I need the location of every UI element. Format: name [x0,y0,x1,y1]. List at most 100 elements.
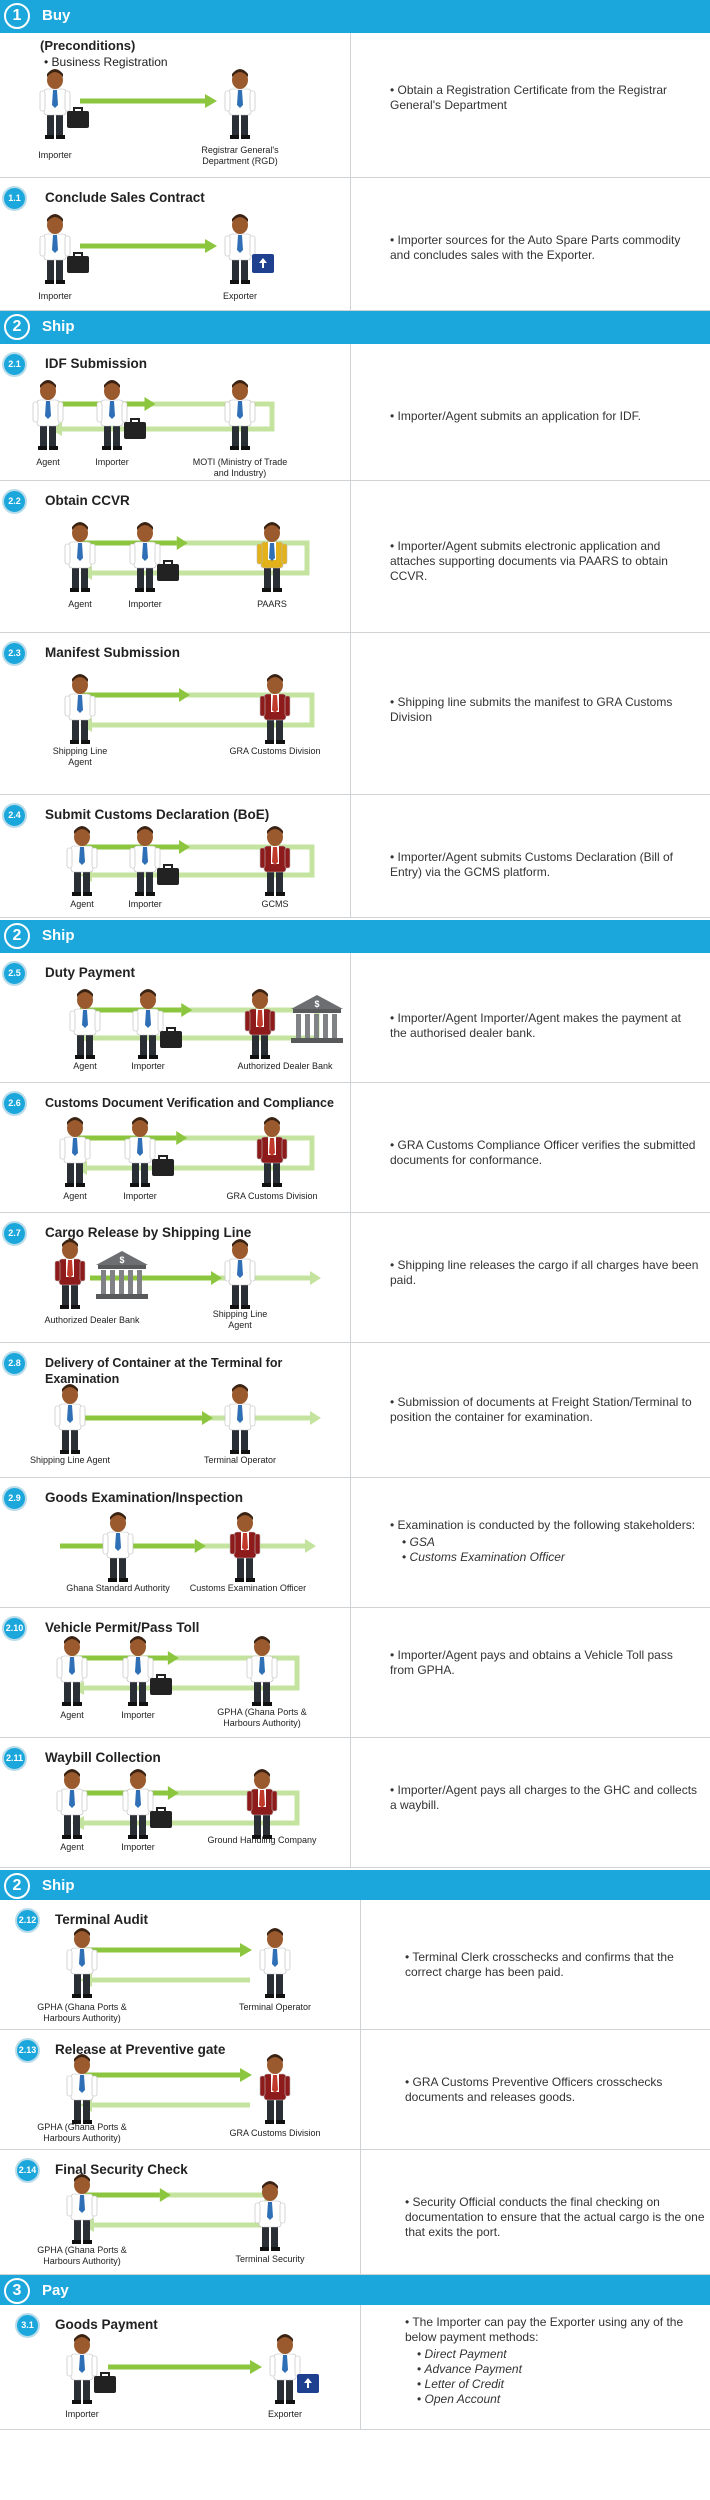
step-description: GRA Customs Preventive Officers crossche… [405,2075,700,2105]
step-illustration: Importer Exporter [38,214,274,301]
person-icon [66,1928,98,1998]
step-number: 2.9 [2,1486,27,1511]
step-illustration: Agent Importer GCMS [66,826,315,909]
flow-arrow [60,1539,316,1553]
actor-label-importer: Importer [121,1842,155,1852]
actor-label-importer: Importer [121,1710,155,1720]
actor-label-gpha-2: Harbours Authority) [43,2133,121,2143]
step-illustration: GPHA (Ghana Ports & Harbours Authority) … [37,2174,305,2266]
step-illustration: Importer Exporter [65,2334,319,2419]
step-description: Importer sources for the Auto Spare Part… [390,233,700,263]
step-number: 3.1 [15,2313,40,2338]
person-icon [124,1117,174,1187]
section-header-buy: 1 Buy [0,0,710,33]
actor-label-terminal-operator: Terminal Operator [239,2002,311,2012]
step-description: GRA Customs Compliance Officer verifies … [390,1138,700,1168]
step-number: 2.3 [2,641,27,666]
step-number: 2.1 [2,352,27,377]
person-icon [64,522,96,592]
step-number: 1.1 [2,186,27,211]
actor-label-shipping-line-1: Shipping Line [53,746,108,756]
step-number: 2.13 [15,2038,40,2063]
step-number: 2.7 [2,1221,27,1246]
step-illustration: $ Authorized Dealer Bank Shipping Line A… [44,1239,321,1330]
actor-label-importer: Importer [95,457,129,467]
step-number: 2.14 [15,2158,40,2183]
step-title: Obtain CCVR [45,493,130,508]
step-description: Importer/Agent submits electronic applic… [390,539,700,584]
step-illustration: Agent Importer GPHA (Ghana Ports & Harbo… [56,1636,307,1728]
flow-arrow [80,94,217,108]
person-icon [129,522,179,592]
actor-label-bank: Authorized Dealer Bank [237,1061,333,1071]
actor-label-gpha-1: GPHA (Ghana Ports & [37,2002,127,2012]
person-icon [66,2054,98,2124]
actor-label-bank: Authorized Dealer Bank [44,1315,140,1325]
person-icon [56,1636,88,1706]
person-icon [56,1769,88,1839]
person-icon [256,1117,288,1187]
step-illustration: Importer Registrar General's Department … [38,69,279,166]
step-description: Terminal Clerk crosschecks and confirms … [405,1950,700,1980]
section-label: Pay [42,2282,69,2299]
step-illustration: GPHA (Ghana Ports & Harbours Authority) … [37,1928,311,2023]
step-illustration: Agent Importer MOTI (Ministry of Trade a… [32,380,287,478]
person-icon [59,1117,91,1187]
person-icon [259,2054,291,2124]
person-icon [132,989,182,1059]
flow-arrow [80,1003,320,1045]
actor-label-exporter: Exporter [268,2409,302,2419]
person-icon [259,674,291,744]
person-icon [66,826,98,896]
person-icon [39,69,89,139]
step-title: Waybill Collection [45,1750,161,1765]
person-icon [54,1239,86,1309]
step-illustration: Agent Importer Ground Handling Company [56,1769,317,1852]
step-description: Importer/Agent Importer/Agent makes the … [390,1011,700,1041]
list-item: Direct Payment [417,2347,705,2362]
step-title: Manifest Submission [45,645,181,660]
person-icon [224,1384,256,1454]
flow-arrow [70,1411,321,1425]
step-number: 2.10 [2,1616,27,1641]
step-title: Duty Payment [45,965,136,980]
step-number: 2.5 [2,961,27,986]
step-title: Customs Document Verification and Compli… [45,1096,334,1110]
actor-label-importer: Importer [38,291,72,301]
step-title: (Preconditions) [40,38,136,53]
flow-arrow [82,1943,252,1957]
actor-label-ghc: Ground Handling Company [207,1835,317,1845]
step-2-10: 2.10 Vehicle Permit/Pass Toll Agent Impo… [0,1608,710,1738]
step-title: Terminal Audit [55,1912,149,1927]
actor-label-moti-2: and Industry) [214,468,267,478]
actor-label-gpha-1: GPHA (Ghana Ports & [37,2245,127,2255]
actor-label-gra: GRA Customs Division [226,1191,317,1201]
step-title: Vehicle Permit/Pass Toll [45,1620,200,1635]
actor-label-rgd-1: Registrar General's [201,145,279,155]
step-illustration: Shipping Line Agent GRA Customs Division [53,674,321,767]
section-number: 2 [4,314,30,340]
step-number: 2.12 [15,1908,40,1933]
person-icon [129,826,179,896]
step-description: Importer/Agent pays all charges to the G… [390,1783,700,1813]
actor-label-paars: PAARS [257,599,287,609]
flow-arrow [90,1271,321,1285]
actor-label-shipping-line-1: Shipping Line [213,1309,268,1319]
person-icon [32,380,64,450]
person-icon [224,1239,256,1309]
flow-arrow [108,2360,262,2374]
list-item: Customs Examination Officer [402,1550,700,1565]
actor-label-terminal-operator: Terminal Operator [204,1455,276,1465]
step-description: Examination is conducted by the followin… [390,1518,700,1565]
step-title: Final Security Check [55,2162,188,2177]
step-2-14: 2.14 Final Security Check GPHA (Ghana Po… [0,2150,710,2275]
step-2-2: 2.2 Obtain CCVR Agent Importer PAARS Imp… [0,481,710,633]
person-icon [224,214,274,284]
flow-arrow [75,1131,315,1175]
step-2-3: 2.3 Manifest Submission Shipping Line Ag… [0,633,710,795]
actor-label-agent: Agent [73,1061,97,1071]
step-2-13: 2.13 Release at Preventive gate GPHA (Gh… [0,2030,710,2150]
person-icon [64,674,96,744]
actor-label-gpha-2: Harbours Authority) [43,2013,121,2023]
